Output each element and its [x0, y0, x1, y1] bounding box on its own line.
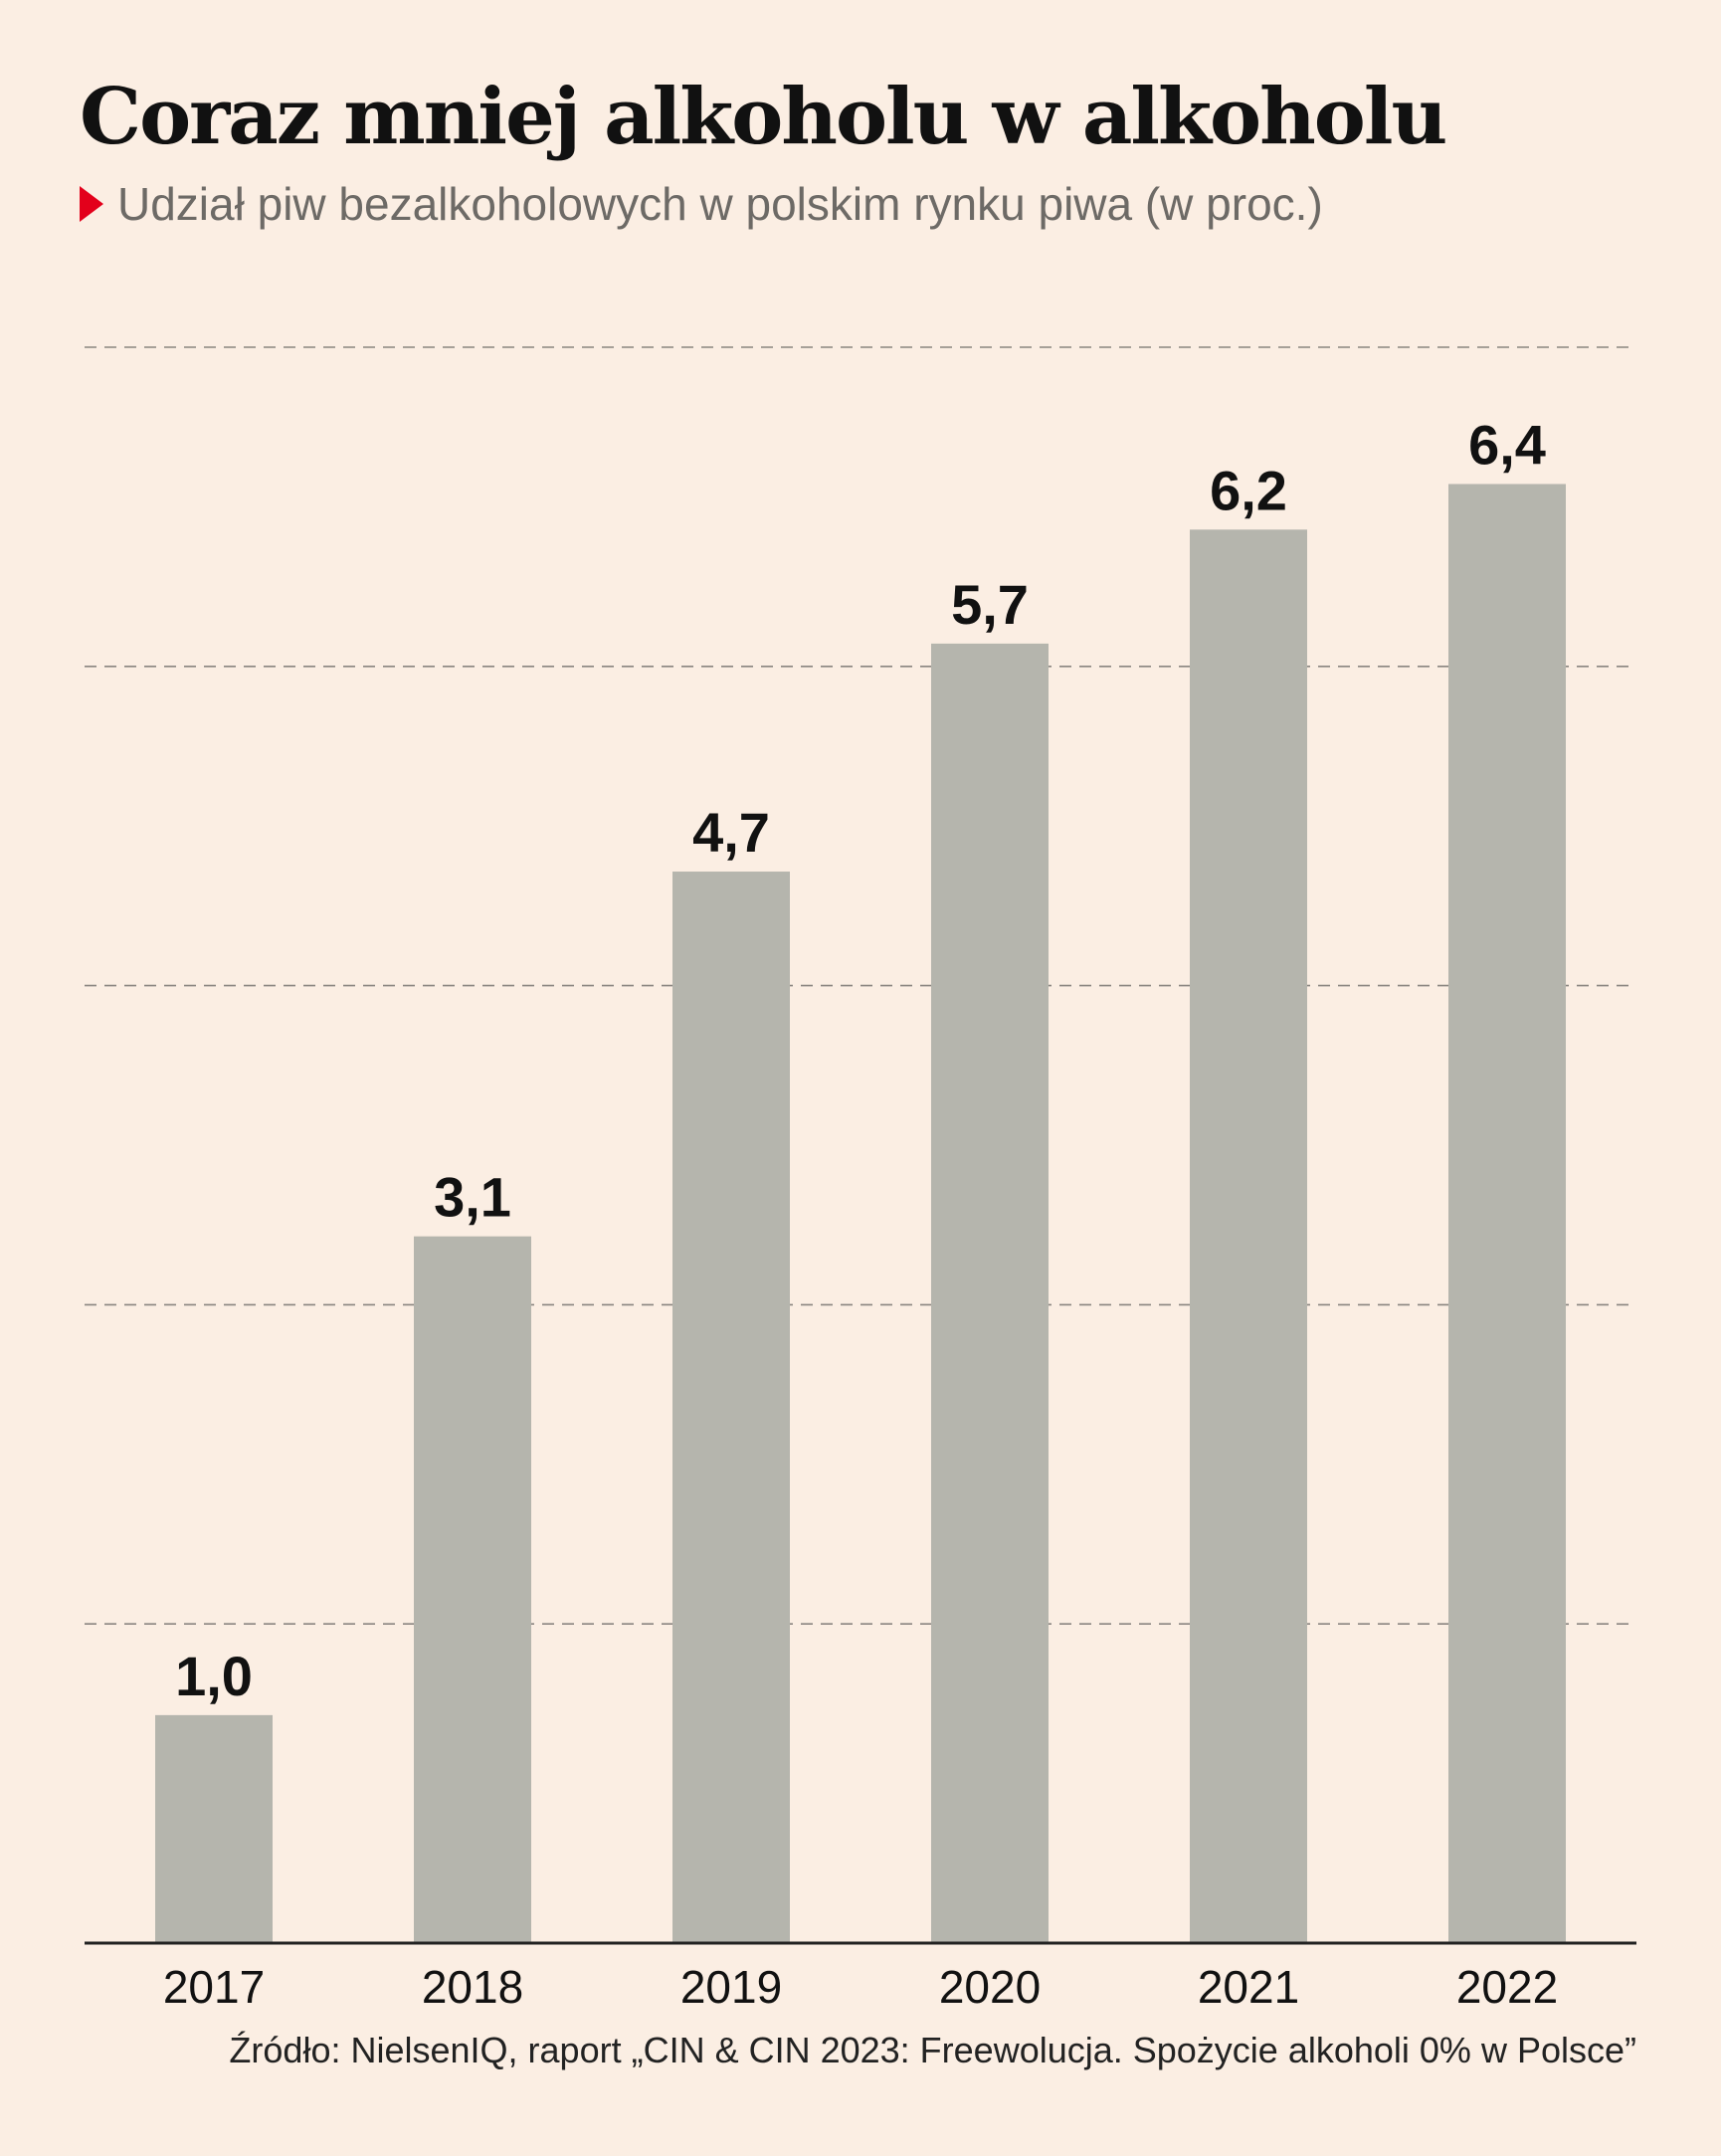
bar — [672, 872, 790, 1943]
category-label: 2021 — [1198, 1961, 1299, 2013]
category-label: 2020 — [939, 1961, 1041, 2013]
category-label: 2018 — [422, 1961, 523, 2013]
triangle-right-icon — [80, 186, 103, 222]
bar — [1448, 484, 1566, 1943]
bar — [931, 643, 1049, 1943]
bar — [414, 1236, 531, 1943]
source-note: Źródło: NielsenIQ, raport „CIN & CIN 202… — [229, 2030, 1636, 2070]
category-label: 2022 — [1456, 1961, 1558, 2013]
chart-subtitle-text: Udział piw bezalkoholowych w polskim ryn… — [117, 178, 1323, 230]
chart-title: Coraz mniej alkoholu w alkoholu — [80, 72, 1447, 162]
value-label: 1,0 — [175, 1645, 253, 1707]
bar — [155, 1714, 273, 1943]
value-label: 5,7 — [951, 573, 1029, 636]
value-label: 3,1 — [434, 1166, 511, 1229]
value-label: 4,7 — [692, 801, 770, 864]
category-label: 2017 — [163, 1961, 265, 2013]
chart-subtitle: Udział piw bezalkoholowych w polskim ryn… — [80, 177, 1323, 231]
value-label: 6,4 — [1468, 413, 1546, 476]
value-label: 6,2 — [1210, 459, 1287, 521]
bar — [1190, 529, 1307, 1944]
category-label: 2019 — [680, 1961, 782, 2013]
